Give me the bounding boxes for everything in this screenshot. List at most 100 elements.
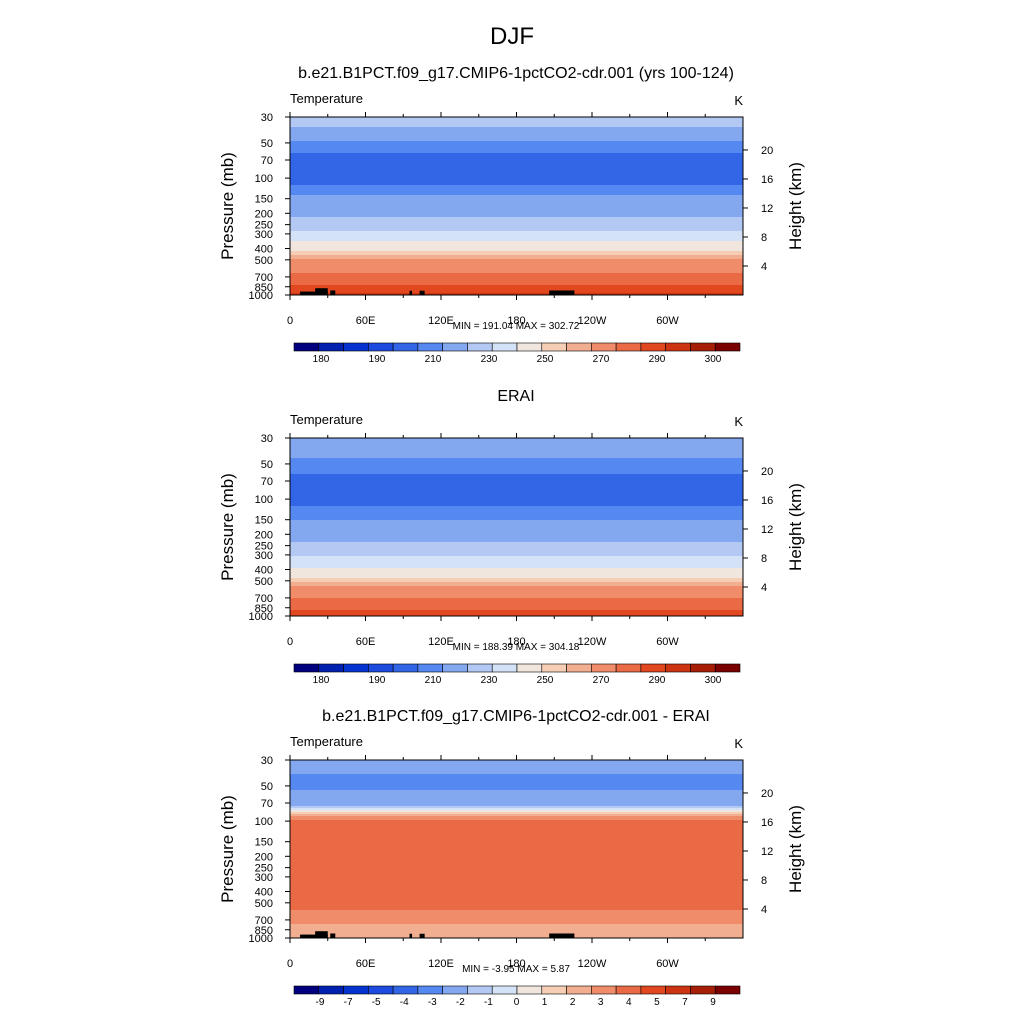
y-tick-label: 30	[261, 433, 273, 445]
y-axis-label: Pressure (mb)	[218, 152, 237, 260]
contour-band	[290, 512, 743, 515]
colorbar-swatch	[591, 663, 617, 673]
contour-band	[290, 612, 743, 615]
y-tick-label: 500	[255, 576, 273, 588]
y-tick-label: 30	[261, 755, 273, 767]
y-tick-label: 50	[261, 459, 273, 471]
contour-band	[290, 159, 743, 162]
contour-band	[290, 265, 743, 268]
contour-band	[290, 147, 743, 150]
y-right-tick-label: 12	[761, 846, 773, 858]
contour-band	[290, 536, 743, 539]
units-label: K	[734, 736, 743, 751]
contour-band	[290, 888, 743, 891]
y-tick-label: 100	[255, 173, 273, 185]
colorbar-swatch	[491, 985, 518, 995]
y-right-tick-label: 20	[761, 145, 773, 157]
y-tick-label: 300	[255, 872, 273, 884]
contour-band	[290, 257, 743, 260]
colorbar-swatch	[318, 342, 344, 352]
terrain-block	[330, 933, 336, 938]
contour-band	[290, 181, 743, 184]
contour-band	[290, 247, 743, 250]
contour-band	[290, 277, 743, 280]
colorbar-label: -7	[344, 997, 353, 1008]
contour-band	[290, 243, 743, 246]
colorbar-swatch	[293, 342, 320, 352]
contour-band	[290, 167, 743, 170]
contour-band	[290, 900, 743, 903]
contour-band	[290, 508, 743, 511]
panel-title: b.e21.B1PCT.f09_g17.CMIP6-1pctCO2-cdr.00…	[298, 65, 734, 82]
contour-band	[290, 930, 743, 933]
colorbar: 180 190 210 230 250 270 290 300	[293, 663, 741, 686]
terrain-block	[330, 290, 336, 295]
contour-band	[290, 137, 743, 140]
contour-band	[290, 474, 743, 477]
contour-band	[290, 235, 743, 238]
contour-band	[290, 259, 743, 262]
colorbar-swatch	[541, 985, 567, 995]
contour-band	[290, 518, 743, 521]
x-tick-label: 0	[287, 958, 293, 970]
colorbar-swatch	[467, 985, 493, 995]
x-tick-label: 0	[287, 315, 293, 327]
colorbar-swatch	[615, 663, 642, 673]
contour-band	[290, 874, 743, 877]
contour-band	[290, 285, 743, 288]
contour-band	[290, 520, 743, 523]
terrain-block	[419, 290, 425, 295]
variable-label: Temperature	[290, 412, 363, 427]
contour-band	[290, 882, 743, 885]
contour-band	[290, 538, 743, 541]
terrain-block	[300, 934, 328, 938]
contour-band	[290, 466, 743, 469]
contour-band	[290, 219, 743, 222]
contour-band	[290, 556, 743, 559]
contour-band	[290, 854, 743, 857]
contour-band	[290, 155, 743, 158]
y-axis-label: Pressure (mb)	[218, 473, 237, 581]
x-tick-label: 120E	[428, 636, 454, 648]
contour-band	[290, 574, 743, 577]
contour-band	[290, 165, 743, 168]
contour-band	[290, 121, 743, 124]
contour-band	[290, 586, 743, 589]
colorbar-label: 230	[481, 354, 498, 365]
contour-band	[290, 153, 743, 156]
colorbar-swatch	[690, 342, 716, 352]
contour-band	[290, 279, 743, 282]
contour-band	[290, 542, 743, 545]
contour-band	[290, 187, 743, 190]
contour-band	[290, 203, 743, 206]
contour-band	[290, 576, 743, 579]
contour-band	[290, 245, 743, 248]
colorbar-swatch	[566, 663, 592, 673]
contour-band	[290, 892, 743, 895]
contour-band	[290, 812, 743, 815]
contour-band	[290, 125, 743, 128]
x-tick-label: 120E	[428, 958, 454, 970]
contour-band	[290, 263, 743, 266]
terrain-block	[549, 290, 575, 295]
contour-band	[290, 870, 743, 873]
y-right-tick-label: 16	[761, 495, 773, 507]
contour-band	[290, 458, 743, 461]
contour-band	[290, 796, 743, 799]
colorbar-swatch	[417, 342, 443, 352]
contour-band	[290, 922, 743, 925]
y-tick-label: 70	[261, 476, 273, 488]
contour-band	[290, 898, 743, 901]
contour-band	[290, 816, 743, 819]
contour-band	[290, 287, 743, 290]
y-tick-label: 200	[255, 851, 273, 863]
contour-band	[290, 117, 743, 120]
contour-band	[290, 494, 743, 497]
contour-band	[290, 448, 743, 451]
colorbar-label: 290	[649, 675, 666, 686]
colorbar-swatch	[293, 985, 320, 995]
contour-band	[290, 860, 743, 863]
contour-band	[290, 864, 743, 867]
contour-band	[290, 199, 743, 202]
